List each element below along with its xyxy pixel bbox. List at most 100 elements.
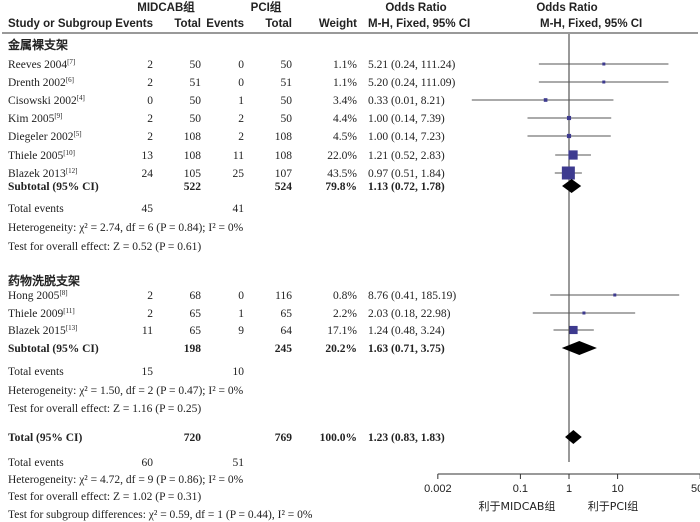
study-events2: 11 — [233, 150, 244, 162]
study-ref: [9] — [54, 112, 62, 120]
study-events1: 2 — [147, 131, 153, 143]
total-events-2: 41 — [233, 203, 245, 215]
study-ref: [13] — [66, 324, 78, 332]
study-square — [561, 166, 575, 180]
study-weight: 17.1% — [327, 325, 357, 337]
study-total2: 65 — [281, 308, 293, 320]
study-ref: [11] — [63, 307, 74, 315]
header-events1: Events — [115, 18, 153, 30]
study-square — [569, 325, 578, 335]
study-total2: 64 — [281, 325, 293, 337]
total-total1: 720 — [184, 432, 202, 444]
overall-effect-1: Test for overall effect: Z = 0.52 (P = 0… — [8, 241, 201, 253]
overall-effect-total: Test for overall effect: Z = 1.02 (P = 0… — [8, 491, 201, 503]
subgroup-heading: 金属裸支架 — [7, 37, 68, 52]
study-ref: [10] — [63, 149, 75, 157]
study-ref: [5] — [73, 130, 81, 138]
header-group2: PCI组 — [251, 0, 282, 14]
study-total2: 108 — [275, 150, 293, 162]
study-total1: 65 — [190, 325, 202, 337]
study-events1: 2 — [147, 113, 153, 125]
study-ref: [6] — [66, 76, 74, 84]
study-events1: 11 — [142, 325, 153, 337]
study-name: Blazek 2013[12] — [8, 167, 77, 180]
study-total1: 108 — [184, 131, 202, 143]
header-method-right: M-H, Fixed, 95% CI — [540, 18, 642, 30]
subtotal-1-ci-text: 1.13 (0.72, 1.78) — [368, 181, 445, 193]
study-ci-text: 1.00 (0.14, 7.23) — [368, 131, 445, 143]
study-total2: 116 — [275, 290, 292, 302]
study-total1: 108 — [184, 150, 202, 162]
study-events2: 25 — [233, 168, 245, 180]
study-weight: 22.0% — [327, 150, 357, 162]
subtotal-2-weight: 20.2% — [325, 343, 357, 355]
study-total2: 108 — [275, 131, 293, 143]
study-square — [543, 98, 548, 102]
x-tick-label: 1 — [566, 483, 572, 495]
study-events1: 24 — [142, 168, 154, 180]
study-total1: 68 — [190, 290, 202, 302]
subgroup-differences: Test for subgroup differences: χ² = 0.59… — [8, 509, 313, 521]
overall-effect-2: Test for overall effect: Z = 1.16 (P = 0… — [8, 403, 201, 415]
study-events2: 0 — [238, 59, 244, 71]
favours-right-label: 利于PCI组 — [588, 499, 639, 513]
subtotal-2-diamond — [561, 341, 597, 355]
study-name: Blazek 2015[13] — [8, 324, 77, 337]
total-events-2: 51 — [233, 457, 245, 469]
study-ref: [4] — [77, 94, 85, 102]
x-tick-label: 0.1 — [513, 483, 528, 495]
study-name: Kim 2005[9] — [8, 112, 63, 125]
study-total1: 65 — [190, 308, 202, 320]
header-or-right: Odds Ratio — [536, 2, 597, 14]
study-ref: [8] — [59, 289, 67, 297]
header-total1: Total — [174, 18, 201, 30]
study-weight: 0.8% — [333, 290, 357, 302]
study-events2: 2 — [238, 131, 244, 143]
study-ci-text: 1.24 (0.48, 3.24) — [368, 325, 445, 337]
study-total1: 50 — [190, 113, 202, 125]
study-square — [566, 133, 572, 139]
subtotal-2-label: Subtotal (95% CI) — [8, 343, 99, 355]
study-square — [602, 80, 606, 84]
study-weight: 1.1% — [333, 77, 357, 89]
study-events1: 2 — [147, 308, 153, 320]
total-events-1: 45 — [142, 203, 154, 215]
study-events2: 0 — [238, 290, 244, 302]
study-ref: [12] — [66, 167, 78, 175]
total-label: Total (95% CI) — [8, 432, 82, 444]
study-total1: 50 — [190, 95, 202, 107]
study-ci-text: 1.21 (0.52, 2.83) — [368, 150, 445, 162]
x-tick-label: 0.002 — [424, 483, 452, 495]
study-total2: 51 — [281, 77, 293, 89]
study-total1: 50 — [190, 59, 202, 71]
study-total2: 50 — [281, 95, 293, 107]
subtotal-2-total2: 245 — [275, 343, 293, 355]
study-weight: 4.5% — [333, 131, 357, 143]
heterogeneity-total: Heterogeneity: χ² = 4.72, df = 9 (P = 0.… — [8, 474, 244, 486]
heterogeneity-1: Heterogeneity: χ² = 2.74, df = 6 (P = 0.… — [8, 222, 244, 234]
study-events1: 2 — [147, 59, 153, 71]
header-weight: Weight — [319, 18, 357, 30]
study-weight: 1.1% — [333, 59, 357, 71]
subtotal-2-total1: 198 — [184, 343, 202, 355]
header-or-left: Odds Ratio — [385, 2, 446, 14]
study-total1: 51 — [190, 77, 202, 89]
total-diamond — [565, 430, 582, 444]
study-square — [566, 115, 572, 121]
x-tick-label: 500 — [691, 483, 700, 495]
subtotal-1-label: Subtotal (95% CI) — [8, 181, 99, 193]
study-events2: 1 — [238, 95, 244, 107]
study-events1: 0 — [147, 95, 153, 107]
header-group1: MIDCAB组 — [137, 0, 195, 14]
study-name: Cisowski 2002[4] — [8, 94, 85, 107]
study-name: Reeves 2004[7] — [8, 58, 75, 71]
study-ci-text: 1.00 (0.14, 7.39) — [368, 113, 445, 125]
x-tick-label: 10 — [611, 483, 623, 495]
study-ci-text: 2.03 (0.18, 22.98) — [368, 308, 451, 320]
study-ci-text: 0.33 (0.01, 8.21) — [368, 95, 445, 107]
study-weight: 3.4% — [333, 95, 357, 107]
study-total2: 107 — [275, 168, 293, 180]
study-events1: 2 — [147, 290, 153, 302]
study-name: Thiele 2009[11] — [8, 307, 75, 320]
